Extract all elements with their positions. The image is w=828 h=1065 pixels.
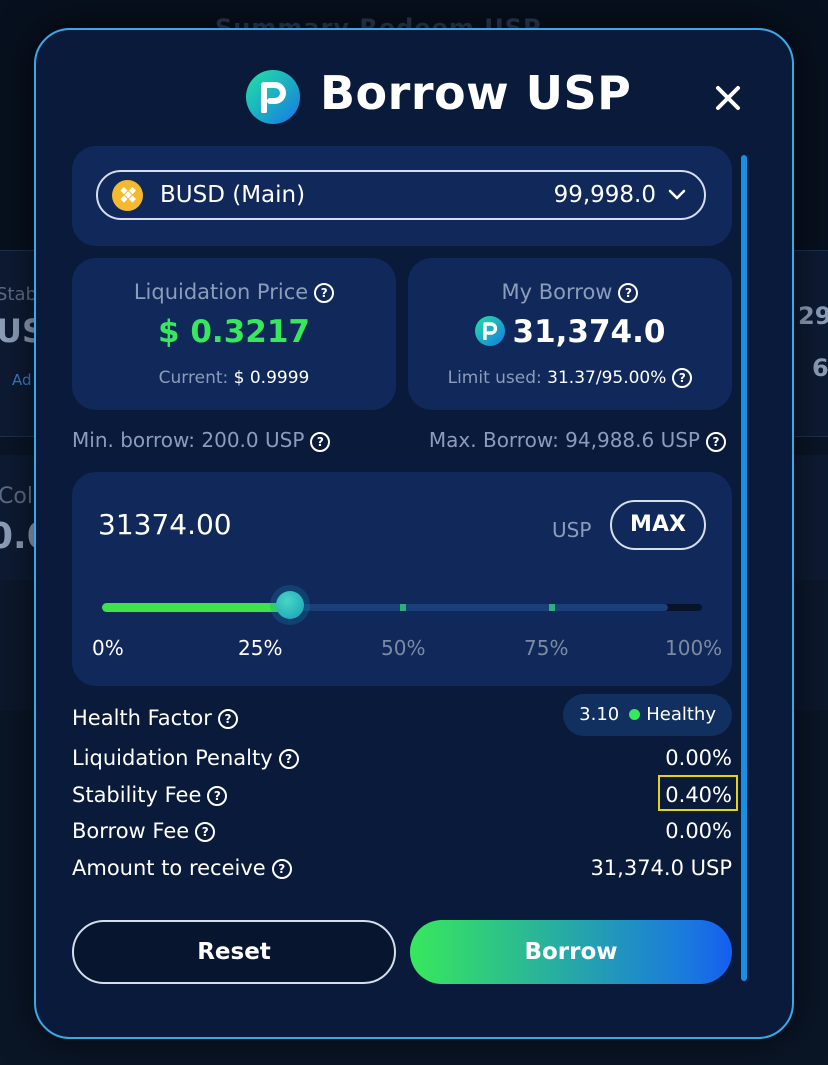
help-icon[interactable]: ? (271, 859, 292, 879)
modal-title: Borrow USP (320, 66, 632, 120)
collateral-select[interactable]: BUSD (Main) 99,998.0 (96, 170, 706, 220)
liquidation-price-title: Liquidation Price? (72, 280, 396, 304)
usp-token-icon (474, 316, 505, 346)
borrow-limits: Min. borrow: 200.0 USP? Max. Borrow: 94,… (72, 428, 732, 456)
amount-unit: USP (552, 518, 592, 542)
tick-label: 100% (665, 636, 723, 660)
help-icon[interactable]: ? (706, 431, 726, 452)
stability-fee-text: Stability Fee (72, 783, 202, 807)
liquidation-penalty-label: Liquidation Penalty? (72, 746, 299, 770)
background-fragment: 29 (798, 302, 828, 330)
usp-logo-icon (246, 70, 300, 124)
amount-to-receive-label: Amount to receive? (72, 856, 292, 880)
help-icon[interactable]: ? (314, 283, 335, 303)
collateral-balance: 99,998.0 (553, 182, 656, 208)
borrow-fee-value: 0.00% (665, 819, 732, 843)
stability-fee-value: 0.40% (665, 783, 732, 807)
current-price: Current: $ 0.9999 (72, 368, 396, 388)
help-icon[interactable]: ? (618, 283, 639, 303)
background-fragment: Stab (0, 284, 37, 305)
modal-scrollbar[interactable] (741, 155, 747, 981)
my-borrow-label: My Borrow (501, 280, 613, 304)
min-borrow: Min. borrow: 200.0 USP? (72, 428, 331, 452)
busd-icon (112, 180, 143, 211)
amount-to-receive-value: 31,374.0 USP (590, 856, 732, 880)
help-icon[interactable]: ? (217, 709, 238, 729)
my-borrow-card: My Borrow? 31,374.0 Limit used: 31.37/95… (408, 258, 732, 410)
amount-input[interactable]: 31374.00 (98, 508, 232, 541)
liquidation-penalty-row: Liquidation Penalty? 0.00% (72, 746, 732, 776)
health-factor-badge: 3.10 Healthy (563, 694, 732, 736)
close-button[interactable] (708, 78, 748, 118)
reset-button[interactable]: Reset (72, 920, 396, 984)
limit-used-label: Limit used: (447, 368, 542, 388)
help-icon[interactable]: ? (278, 749, 299, 769)
current-price-value: $ 0.9999 (233, 368, 310, 388)
min-borrow-text: Min. borrow: 200.0 USP (72, 428, 305, 452)
limit-used: Limit used: 31.37/95.00%? (408, 368, 732, 388)
help-icon[interactable]: ? (672, 368, 693, 388)
background-fragment: Ad (12, 371, 32, 389)
borrow-slider[interactable] (102, 591, 702, 619)
background-fragment: Col (0, 484, 33, 509)
slider-track-available (282, 604, 668, 611)
health-factor-text: Health Factor (72, 706, 212, 730)
close-icon (716, 86, 740, 110)
tick-label: 75% (524, 636, 569, 660)
health-status: Healthy (646, 704, 716, 725)
stability-fee-label: Stability Fee? (72, 783, 228, 807)
borrow-modal: Borrow USP BUSD (Main) (34, 28, 794, 1039)
borrow-fee-label: Borrow Fee? (72, 819, 216, 843)
stability-fee-highlight (658, 775, 738, 811)
liquidation-penalty-value: 0.00% (665, 746, 732, 770)
borrow-fee-text: Borrow Fee (72, 819, 190, 843)
borrow-button[interactable]: Borrow (410, 920, 732, 984)
liquidation-price-label: Liquidation Price (133, 280, 309, 304)
modal-header: Borrow USP (36, 30, 796, 150)
chevron-down-icon (668, 189, 686, 200)
limit-used-value: 31.37/95.00% (547, 368, 667, 388)
borrow-fee-row: Borrow Fee? 0.00% (72, 819, 732, 849)
amount-card: 31374.00 USP MAX 0% 25% 50% 75% 100% (72, 472, 732, 686)
current-price-label: Current: (158, 368, 229, 388)
collateral-card: BUSD (Main) 99,998.0 (72, 146, 732, 246)
health-factor-label: Health Factor? (72, 706, 238, 730)
max-button[interactable]: MAX (610, 500, 706, 550)
help-icon[interactable]: ? (310, 431, 331, 452)
my-borrow-value: 31,374.0 (512, 314, 666, 350)
help-icon[interactable]: ? (207, 786, 228, 806)
collateral-label: BUSD (Main) (160, 182, 306, 208)
background-fragment: 6 (812, 354, 828, 382)
health-factor-value: 3.10 (579, 704, 620, 725)
amount-to-receive-text: Amount to receive (72, 856, 266, 880)
stability-fee-row: Stability Fee? 0.40% (72, 775, 738, 813)
slider-mark (549, 604, 555, 611)
tick-label: 50% (381, 636, 426, 660)
my-borrow-value-row: 31,374.0 (408, 314, 732, 350)
liquidation-price-value: $ 0.3217 (158, 314, 310, 350)
amount-to-receive-row: Amount to receive? 31,374.0 USP (72, 856, 732, 886)
tick-label: 0% (92, 636, 124, 660)
slider-mark (400, 604, 406, 611)
tick-label: 25% (238, 636, 283, 660)
max-borrow-text: Max. Borrow: 94,988.6 USP (428, 428, 700, 452)
max-borrow: Max. Borrow: 94,988.6 USP? (429, 428, 726, 452)
liquidation-penalty-text: Liquidation Penalty (72, 746, 273, 770)
my-borrow-title: My Borrow? (408, 280, 732, 304)
status-dot-icon (629, 709, 641, 720)
liquidation-price-card: Liquidation Price? $ 0.3217 Current: $ 0… (72, 258, 396, 410)
slider-thumb[interactable] (276, 591, 304, 619)
health-factor-row: Health Factor? 3.10 Healthy (72, 694, 732, 736)
help-icon[interactable]: ? (195, 822, 216, 842)
slider-fill (102, 603, 290, 612)
